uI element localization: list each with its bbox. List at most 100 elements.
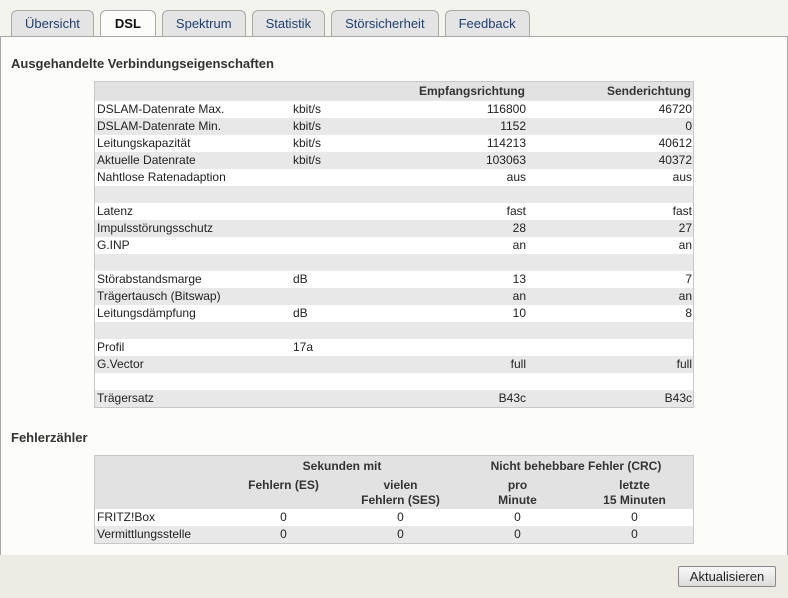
row-label: Latenz — [97, 204, 134, 218]
row-unit: dB — [293, 306, 308, 320]
receive-value: 116800 — [486, 102, 526, 116]
error-count: 0 — [514, 510, 521, 524]
tab[interactable]: Statistik — [251, 10, 326, 36]
row-unit: kbit/s — [293, 153, 322, 167]
header-row: Fehlern (ES) vielen Fehlern (SES) pro Minute… — [95, 476, 693, 509]
receive-value: 28 — [512, 221, 526, 235]
tab-bar: Übersicht DSL Spektrum Statistik Störsicherh… — [11, 10, 530, 38]
table-row: Störabstandsmarge dB 13 7 — [95, 271, 693, 288]
spacer-row — [95, 254, 693, 271]
row-label: G.INP — [97, 238, 130, 252]
error-count: 0 — [280, 510, 287, 524]
receive-value: fast — [506, 204, 526, 218]
header-send: Senderichtung — [606, 84, 691, 98]
section-title: Fehlerzähler — [11, 430, 88, 445]
column-header: pro — [507, 478, 528, 492]
row-label: Trägersatz — [97, 391, 154, 405]
error-count: 0 — [397, 527, 404, 541]
receive-value: 10 — [512, 306, 526, 320]
column-header: letzte — [619, 478, 650, 492]
send-value: 27 — [678, 221, 692, 235]
send-value: 40612 — [658, 136, 692, 150]
errors-table: Sekunden mit Nicht behebbare Fehler (CRC)… — [94, 455, 694, 544]
row-label: Nahtlose Ratenadaption — [97, 170, 226, 184]
send-value: 0 — [685, 119, 692, 133]
table-row: Latenz fast fast — [95, 203, 693, 220]
spacer-row — [95, 322, 693, 339]
receive-value: an — [512, 238, 526, 252]
send-value: 7 — [685, 272, 692, 286]
table-row: Vermittlungsstelle 0 0 0 0 — [95, 526, 693, 543]
row-label: Leitungsdämpfung — [97, 306, 196, 320]
send-value: 8 — [685, 306, 692, 320]
send-value: full — [676, 357, 692, 371]
column-header: vielen — [383, 478, 418, 492]
header-group: Sekunden mit — [302, 459, 382, 473]
send-value: 40372 — [658, 153, 692, 167]
row-label: Trägertausch (Bitswap) — [97, 289, 221, 303]
header-row: Sekunden mit Nicht behebbare Fehler (CRC) — [95, 456, 693, 476]
header-group: Nicht behebbare Fehler (CRC) — [490, 459, 662, 473]
column-header: Minute — [498, 493, 537, 507]
table-row: Aktuelle Datenrate kbit/s 103063 40372 — [95, 152, 693, 169]
table-row: DSLAM-Datenrate Min. kbit/s 1152 0 — [95, 118, 693, 135]
refresh-button[interactable]: Aktualisieren — [678, 566, 776, 587]
section-title: Ausgehandelte Verbindungseigenschaften — [11, 56, 274, 71]
send-value: 46720 — [658, 102, 692, 116]
receive-value: 103063 — [485, 153, 526, 167]
row-label: Störabstandsmarge — [97, 272, 202, 286]
table-row: Leitungskapazität kbit/s 114213 40612 — [95, 135, 693, 152]
table-row: DSLAM-Datenrate Max. kbit/s 116800 46720 — [95, 101, 693, 118]
table-row: Profil 17a — [95, 339, 693, 356]
row-label: Leitungskapazität — [97, 136, 191, 150]
receive-value: aus — [506, 170, 526, 184]
header-receive: Empfangsrichtung — [418, 84, 525, 98]
tab[interactable]: Störsicherheit — [331, 10, 439, 36]
table-row: Nahtlose Ratenadaption aus aus — [95, 169, 693, 186]
error-count: 0 — [397, 510, 404, 524]
column-header: 15 Minuten — [603, 493, 666, 507]
row-label: G.Vector — [97, 357, 144, 371]
error-count: 0 — [514, 527, 521, 541]
error-count: 0 — [280, 527, 287, 541]
tab[interactable]: DSL — [99, 10, 156, 38]
table-row: Leitungsdämpfung dB 10 8 — [95, 305, 693, 322]
error-count: 0 — [631, 510, 638, 524]
receive-value: full — [510, 357, 526, 371]
send-value: an — [678, 289, 692, 303]
row-label: Vermittlungsstelle — [97, 527, 192, 541]
table-row: Trägersatz B43c B43c — [95, 390, 693, 407]
row-unit: dB — [293, 272, 308, 286]
receive-value: 13 — [512, 272, 526, 286]
receive-value: 114213 — [486, 136, 526, 150]
send-value: B43c — [664, 391, 692, 405]
spacer-row — [95, 186, 693, 203]
table-row: G.Vector full full — [95, 356, 693, 373]
header-row: Empfangsrichtung Senderichtung — [95, 82, 693, 100]
button-bar — [0, 555, 788, 598]
tab[interactable]: Übersicht — [11, 10, 94, 36]
tab[interactable]: Spektrum — [161, 10, 246, 36]
send-value: fast — [672, 204, 692, 218]
send-value: an — [678, 238, 692, 252]
table-row: FRITZ!Box 0 0 0 0 — [95, 509, 693, 526]
row-label: Aktuelle Datenrate — [97, 153, 196, 167]
properties-table: Empfangsrichtung Senderichtung DSLAM-Daten… — [94, 81, 694, 408]
error-count: 0 — [631, 527, 638, 541]
table-row: Impulsstörungsschutz 28 27 — [95, 220, 693, 237]
column-header: Fehlern (ES) — [248, 478, 319, 492]
row-label: DSLAM-Datenrate Max. — [97, 102, 225, 116]
table-row: G.INP an an — [95, 237, 693, 254]
receive-value: B43c — [498, 391, 526, 405]
table-row: Trägertausch (Bitswap) an an — [95, 288, 693, 305]
row-unit: kbit/s — [293, 102, 322, 116]
row-unit: 17a — [293, 340, 314, 354]
spacer-row — [95, 373, 693, 390]
column-header: Fehlern (SES) — [361, 493, 440, 507]
receive-value: 1152 — [500, 119, 526, 133]
row-label: Profil — [97, 340, 125, 354]
row-label: FRITZ!Box — [97, 510, 156, 524]
tab[interactable]: Feedback — [444, 10, 530, 36]
send-value: aus — [672, 170, 692, 184]
